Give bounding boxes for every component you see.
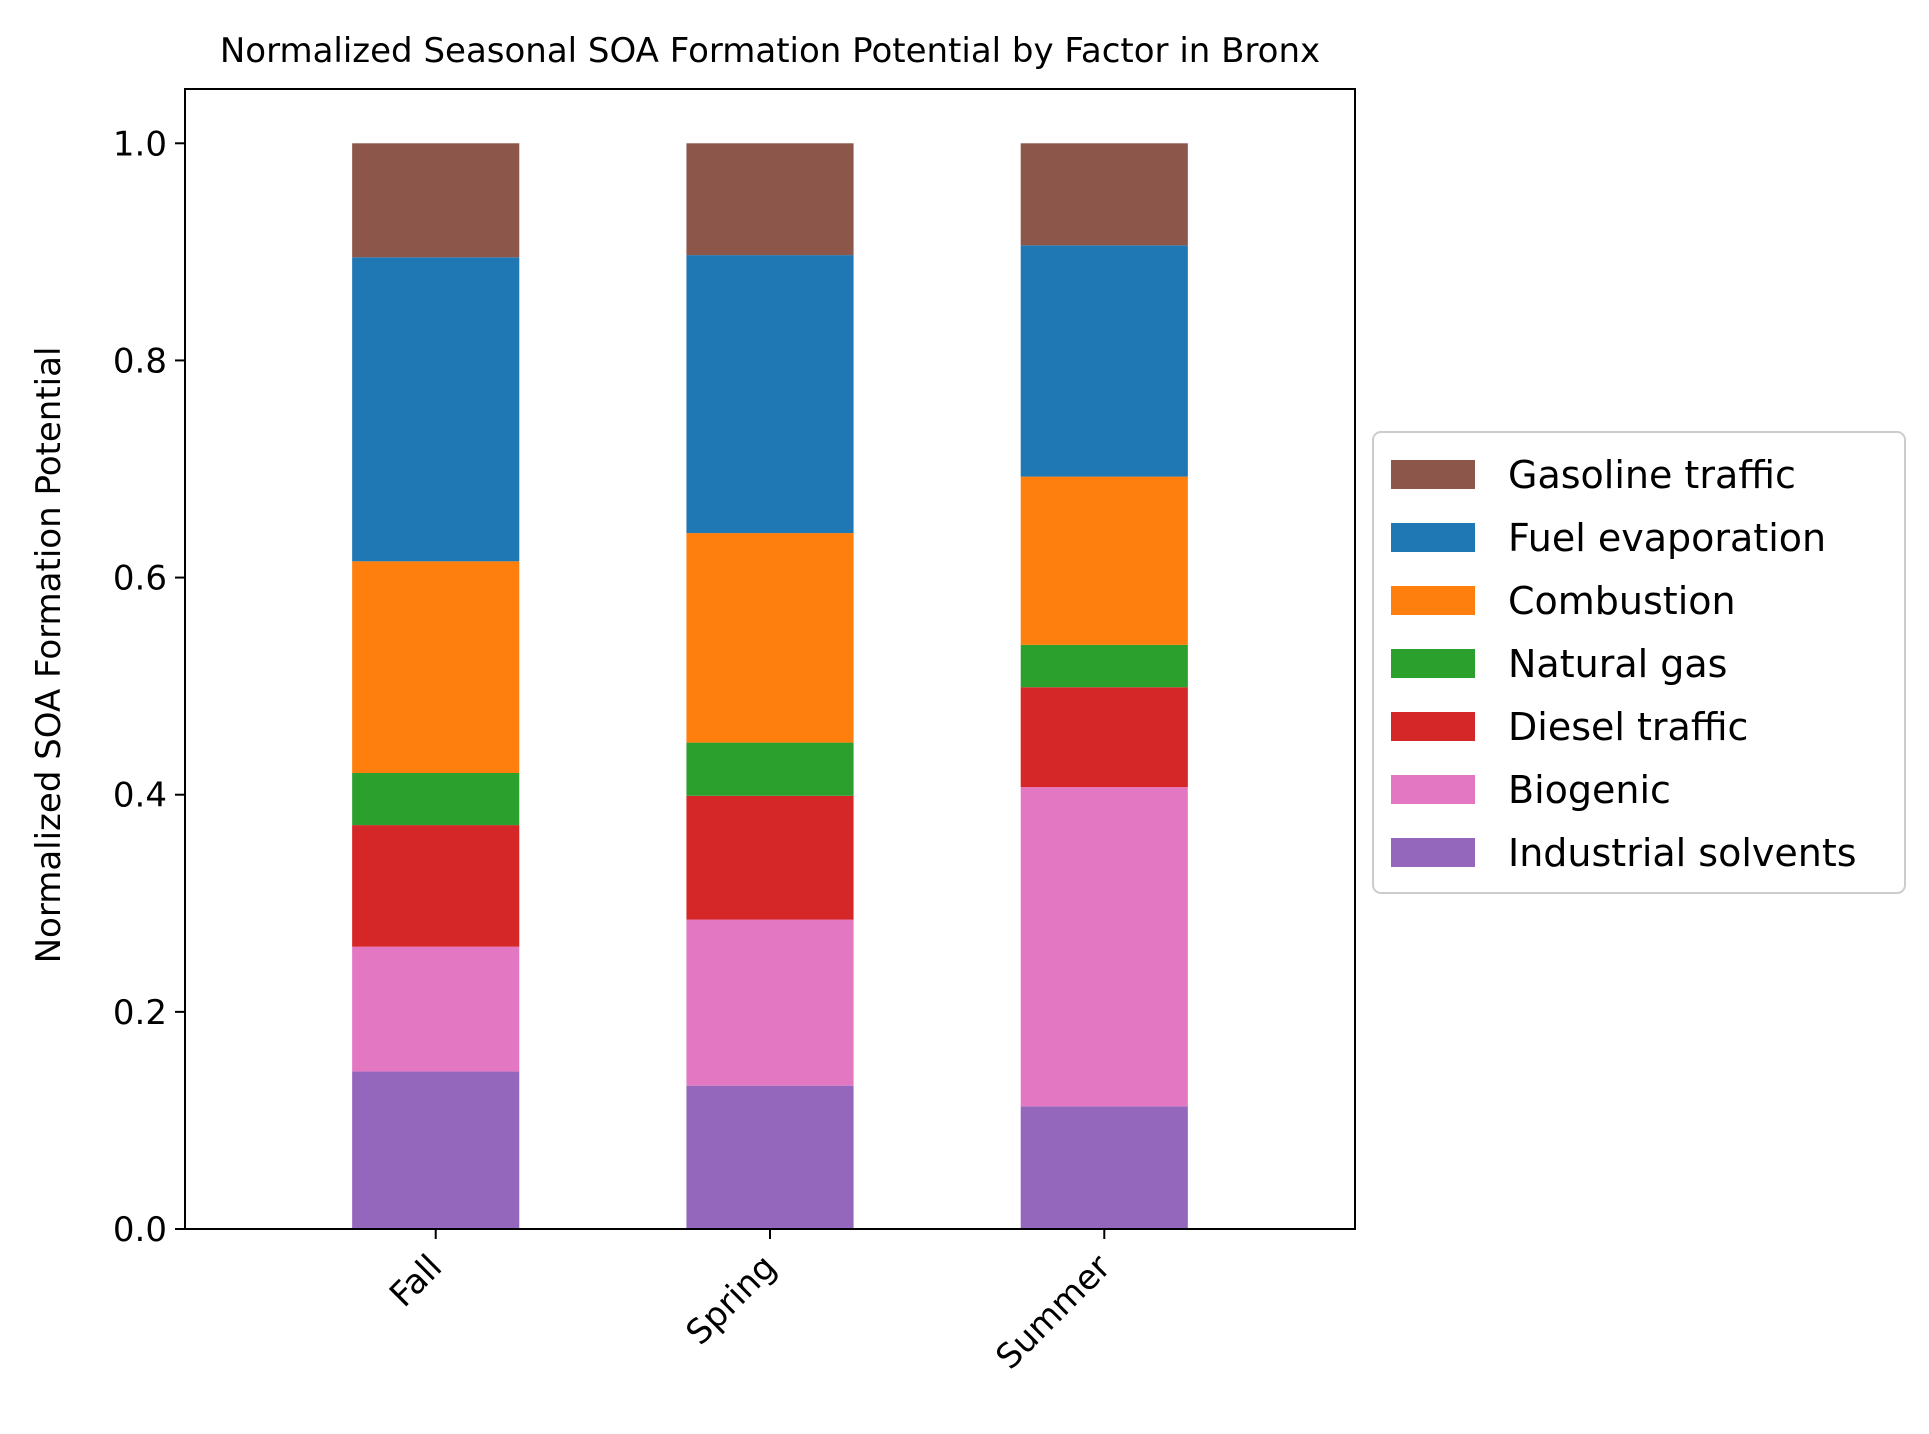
y-axis: 0.0 0.2 0.4 0.6 0.8 1.0 [113, 124, 185, 1250]
bar-summer-biogenic [1020, 787, 1188, 1107]
legend-swatch-natural-gas [1391, 649, 1475, 678]
legend: Gasoline traffic Fuel evaporation Combusti… [1372, 431, 1906, 894]
legend-swatch-gasoline-traffic [1391, 460, 1475, 489]
bar-spring-fuel-evaporation [686, 255, 854, 534]
legend-label-diesel-traffic: Diesel traffic [1508, 705, 1748, 749]
bar-spring-diesel-traffic [686, 795, 854, 920]
legend-label-industrial-solvents: Industrial solvents [1508, 831, 1857, 875]
bar-summer-diesel-traffic [1020, 687, 1188, 788]
legend-swatch-combustion [1391, 586, 1475, 615]
x-tick-label-fall: Fall [382, 1247, 450, 1315]
x-tick-label-spring: Spring [678, 1247, 784, 1353]
legend-box [1372, 431, 1906, 894]
y-tick-label: 0.6 [113, 559, 167, 599]
y-tick-label: 0.4 [113, 776, 167, 816]
bar-summer-gasoline-traffic [1020, 143, 1188, 246]
legend-label-combustion: Combustion [1508, 579, 1736, 623]
y-tick-label: 0.0 [113, 1210, 167, 1250]
bar-summer-combustion [1020, 476, 1188, 645]
bar-spring-combustion [686, 533, 854, 743]
bar-summer-natural-gas [1020, 644, 1188, 688]
y-tick-label: 0.2 [113, 993, 167, 1033]
bar-spring-natural-gas [686, 742, 854, 796]
legend-swatch-industrial-solvents [1391, 838, 1475, 867]
y-tick-label: 0.8 [113, 341, 167, 381]
bar-fall-natural-gas [352, 773, 520, 826]
y-tick-label: 1.0 [113, 124, 167, 164]
bar-spring-gasoline-traffic [686, 143, 854, 256]
bar-spring-biogenic [686, 919, 854, 1086]
legend-label-fuel-evaporation: Fuel evaporation [1508, 516, 1826, 560]
legend-label-gasoline-traffic: Gasoline traffic [1508, 453, 1796, 497]
bar-fall-combustion [352, 561, 520, 773]
bar-summer-industrial-solvents [1020, 1106, 1188, 1229]
bar-fall-gasoline-traffic [352, 143, 520, 258]
x-axis: Fall Spring Summer [382, 1229, 1119, 1377]
bar-fall-biogenic [352, 946, 520, 1072]
bar-fall-industrial-solvents [352, 1071, 520, 1229]
legend-swatch-diesel-traffic [1391, 712, 1475, 741]
y-axis-label: Normalized SOA Formation Potential [29, 347, 69, 964]
bar-spring-industrial-solvents [686, 1085, 854, 1229]
bar-summer-fuel-evaporation [1020, 245, 1188, 477]
legend-label-biogenic: Biogenic [1508, 768, 1671, 812]
legend-label-natural-gas: Natural gas [1508, 642, 1727, 686]
legend-swatch-fuel-evaporation [1391, 523, 1475, 552]
bar-fall-diesel-traffic [352, 825, 520, 947]
legend-swatch-biogenic [1391, 775, 1475, 804]
bar-fall-fuel-evaporation [352, 257, 520, 562]
chart-title: Normalized Seasonal SOA Formation Potent… [220, 31, 1320, 71]
x-tick-label-summer: Summer [988, 1247, 1118, 1377]
bars-layer [352, 143, 1188, 1229]
